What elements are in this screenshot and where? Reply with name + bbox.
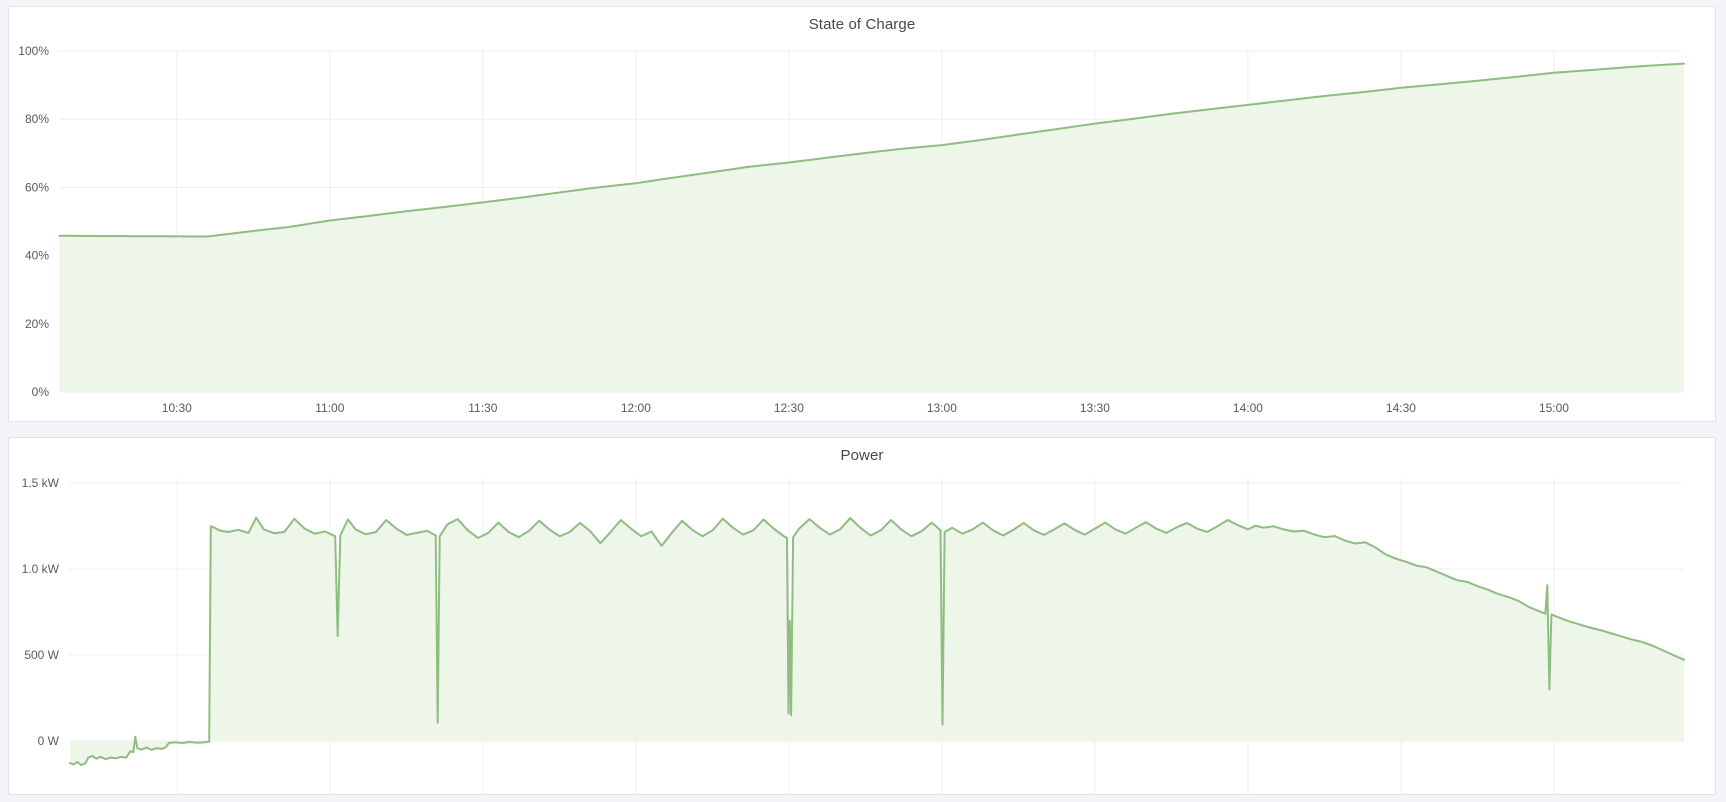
- y-tick-label: 500 W: [24, 648, 59, 662]
- x-tick-label: 12:00: [621, 401, 651, 415]
- x-tick-label: 13:00: [927, 401, 957, 415]
- x-tick-label: 13:30: [1080, 401, 1110, 415]
- y-tick-label: 1.5 kW: [22, 476, 60, 490]
- power-series-area: [70, 517, 1684, 765]
- y-tick-label: 0 W: [38, 734, 60, 748]
- panel-header[interactable]: State of Charge: [9, 7, 1715, 41]
- panel-title-power[interactable]: Power: [840, 446, 884, 464]
- x-tick-label: 11:30: [468, 401, 497, 415]
- x-tick-label: 12:30: [774, 401, 804, 415]
- y-tick-label: 0%: [32, 385, 50, 399]
- state-of-charge-chart[interactable]: 0% 20% 40% 60% 80% 100% 10:30 11:00 11:30 12:00 12…: [9, 41, 1716, 422]
- power-series-line: [69, 516, 1685, 766]
- y-tick-label: 20%: [25, 317, 49, 331]
- x-tick-label: 15:00: [1539, 401, 1569, 415]
- panel-power: Power 0 W 500 W 1.0 kW 1.5 kW: [8, 437, 1716, 795]
- x-tick-label: 10:30: [162, 401, 192, 415]
- x-tick-label: 11:00: [315, 401, 344, 415]
- y-tick-label: 60%: [25, 180, 49, 194]
- y-tick-label: 100%: [18, 44, 49, 58]
- panel-header[interactable]: Power: [9, 438, 1715, 472]
- y-tick-label: 40%: [25, 249, 49, 263]
- x-tick-label: 14:30: [1386, 401, 1416, 415]
- soc-series-line: [58, 62, 1685, 238]
- power-chart[interactable]: 0 W 500 W 1.0 kW 1.5 kW: [9, 472, 1716, 795]
- y-tick-label: 80%: [25, 112, 49, 126]
- y-tick-label: 1.0 kW: [22, 562, 60, 576]
- panel-state-of-charge: State of Charge 0% 20% 40% 60% 80% 100% 10:30 1…: [8, 6, 1716, 422]
- x-tick-label: 14:00: [1233, 401, 1263, 415]
- soc-series-area: [59, 63, 1684, 392]
- panel-title-state-of-charge[interactable]: State of Charge: [808, 15, 916, 33]
